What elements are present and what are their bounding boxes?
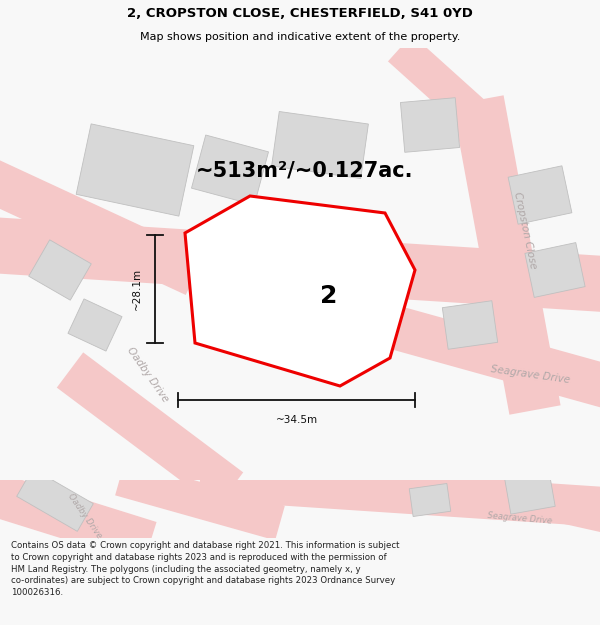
Polygon shape xyxy=(400,98,460,152)
Text: ~513m²/~0.127ac.: ~513m²/~0.127ac. xyxy=(196,160,414,180)
Polygon shape xyxy=(388,34,492,133)
Polygon shape xyxy=(199,460,600,528)
Polygon shape xyxy=(272,111,368,179)
Polygon shape xyxy=(505,472,555,514)
Polygon shape xyxy=(344,294,600,411)
Polygon shape xyxy=(29,240,91,300)
Polygon shape xyxy=(446,462,600,536)
Text: Seagrave Drive: Seagrave Drive xyxy=(487,511,553,525)
Text: Seagrave Drive: Seagrave Drive xyxy=(490,364,571,386)
Polygon shape xyxy=(17,469,94,531)
Text: 2, CROPSTON CLOSE, CHESTERFIELD, S41 0YD: 2, CROPSTON CLOSE, CHESTERFIELD, S41 0YD xyxy=(127,7,473,20)
Polygon shape xyxy=(409,484,451,516)
Polygon shape xyxy=(76,124,194,216)
Text: Seagrave Drive: Seagrave Drive xyxy=(209,289,290,311)
Polygon shape xyxy=(452,95,560,415)
Text: ~28.1m: ~28.1m xyxy=(132,268,142,310)
Text: Contains OS data © Crown copyright and database right 2021. This information is : Contains OS data © Crown copyright and d… xyxy=(11,541,400,597)
Text: ~34.5m: ~34.5m xyxy=(275,415,317,425)
Polygon shape xyxy=(191,135,269,205)
Polygon shape xyxy=(0,472,157,564)
Text: Oadby Drive: Oadby Drive xyxy=(125,346,170,404)
Text: 2: 2 xyxy=(320,284,337,308)
Polygon shape xyxy=(68,299,122,351)
Polygon shape xyxy=(525,242,585,298)
Text: Map shows position and indicative extent of the property.: Map shows position and indicative extent… xyxy=(140,32,460,43)
Polygon shape xyxy=(0,217,600,313)
Polygon shape xyxy=(508,166,572,224)
Polygon shape xyxy=(57,352,243,508)
Polygon shape xyxy=(442,301,497,349)
Polygon shape xyxy=(0,160,204,295)
Polygon shape xyxy=(115,461,285,541)
Polygon shape xyxy=(185,196,415,386)
Text: Oadby Drive: Oadby Drive xyxy=(66,492,104,540)
Text: Cropston Close: Cropston Close xyxy=(512,191,538,269)
